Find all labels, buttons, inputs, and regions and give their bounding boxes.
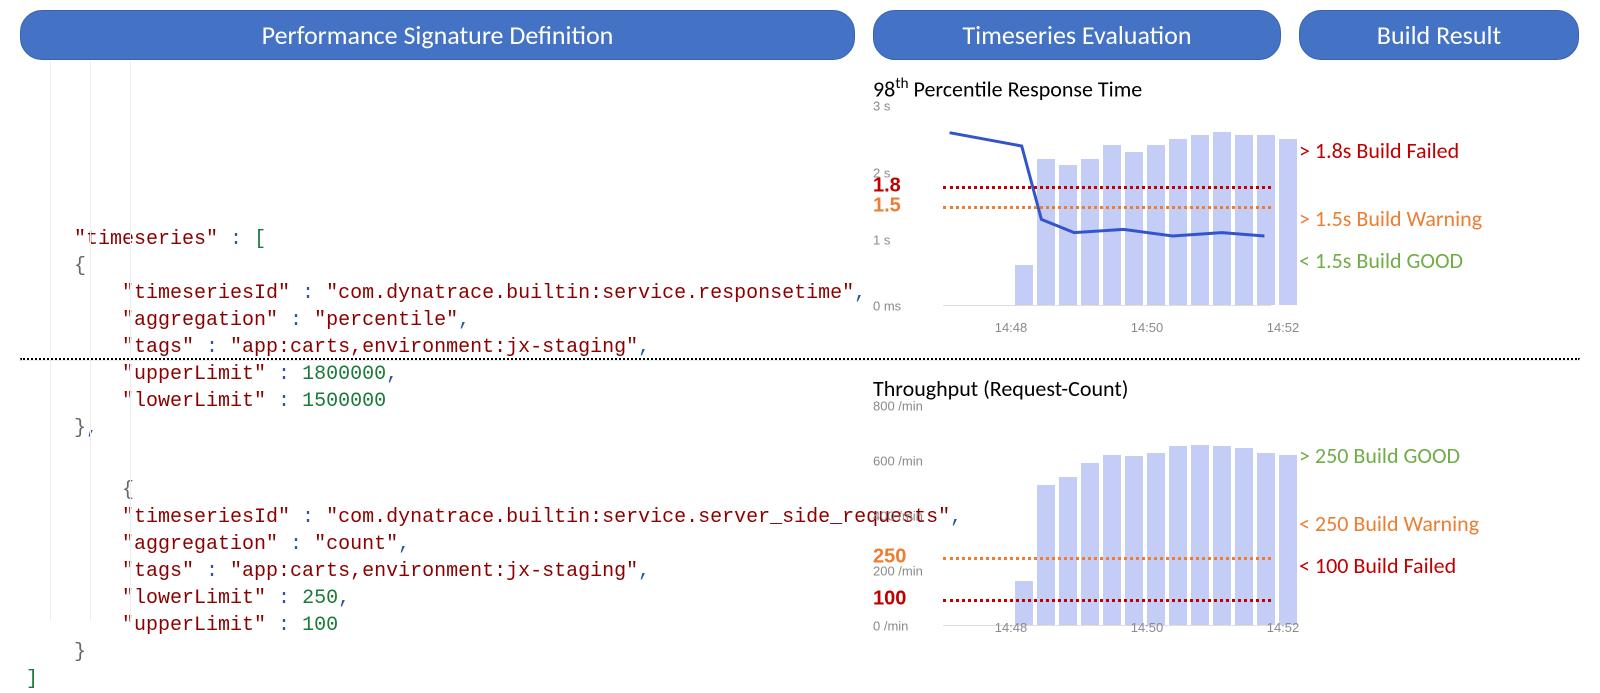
x-tick: 14:52 xyxy=(1267,320,1300,335)
y-tick: 600 /min xyxy=(873,454,923,469)
upper-row: "timeseries" : [ { "timeseriesId" : "com… xyxy=(20,60,1580,358)
code-col: "timeseries" : [ { "timeseriesId" : "com… xyxy=(20,60,855,358)
result1-warning: > 1.5s Build Warning xyxy=(1299,198,1579,240)
threshold-line xyxy=(943,557,1271,560)
result1-good: < 1.5s Build GOOD xyxy=(1299,240,1579,282)
chart2-title: Throughput (Request-Count) xyxy=(873,361,1281,406)
result2-warning: < 250 Build Warning xyxy=(1299,503,1579,545)
code-block-1: "timeseries" : [ { "timeseriesId" : "com… xyxy=(20,60,855,358)
bar xyxy=(1059,477,1077,626)
header-col1: Performance Signature Definition xyxy=(20,10,855,60)
lower-row: { "timeseriesId" : "com.dynatrace.builti… xyxy=(20,361,1580,635)
threshold-label: 100 xyxy=(873,587,906,610)
y-tick: 400 /min xyxy=(873,509,923,524)
x-tick: 14:48 xyxy=(995,320,1028,335)
y-tick: 3 s xyxy=(873,99,890,114)
chart2-col: Throughput (Request-Count) 800 /min 600 /… xyxy=(873,361,1281,635)
code-block-2: { "timeseriesId" : "com.dynatrace.builti… xyxy=(20,361,855,621)
y-tick: 800 /min xyxy=(873,399,923,414)
chart1: 3 s2 s1 s0 ms1.81.5 14:4814:5014:52 xyxy=(873,106,1281,335)
result1-failed: > 1.8s Build Failed xyxy=(1299,130,1579,172)
result2-failed: < 100 Build Failed xyxy=(1299,545,1579,587)
chart1-col: 98th Percentile Response Time 3 s2 s1 s0… xyxy=(873,60,1281,358)
results2: > 250 Build GOOD < 250 Build Warning < 1… xyxy=(1299,361,1579,635)
x-tick: 14:50 xyxy=(1131,320,1164,335)
threshold-label: 250 xyxy=(873,546,906,569)
bar xyxy=(1037,485,1055,625)
threshold-line xyxy=(943,186,1271,189)
results1: > 1.8s Build Failed > 1.5s Build Warning… xyxy=(1299,60,1579,358)
code-col-2: { "timeseriesId" : "com.dynatrace.builti… xyxy=(20,361,855,635)
y-tick: 1 s xyxy=(873,232,890,247)
plot-area xyxy=(943,406,1271,626)
bar xyxy=(1279,455,1297,626)
bar xyxy=(1279,139,1297,306)
result2-good: > 250 Build GOOD xyxy=(1299,435,1579,477)
chart2: 800 /min600 /min400 /min200 /min0 /min25… xyxy=(873,406,1281,635)
threshold-line xyxy=(943,206,1271,209)
x-tick: 14:50 xyxy=(1131,620,1164,635)
x-tick: 14:48 xyxy=(995,620,1028,635)
y-tick: 0 ms xyxy=(873,299,901,314)
x-tick: 14:52 xyxy=(1267,620,1300,635)
threshold-line xyxy=(943,599,1271,602)
header-col3: Build Result xyxy=(1299,10,1579,60)
y-tick: 0 /min xyxy=(873,619,908,634)
threshold-label: 1.5 xyxy=(873,195,901,218)
header-col2: Timeseries Evaluation xyxy=(873,10,1281,60)
chart1-title-post: Percentile Response Time xyxy=(909,75,1143,102)
chart1-title: 98th Percentile Response Time xyxy=(873,60,1281,106)
chart1-title-sup: th xyxy=(895,74,908,93)
headers-row: Performance Signature Definition Timeser… xyxy=(20,10,1580,60)
